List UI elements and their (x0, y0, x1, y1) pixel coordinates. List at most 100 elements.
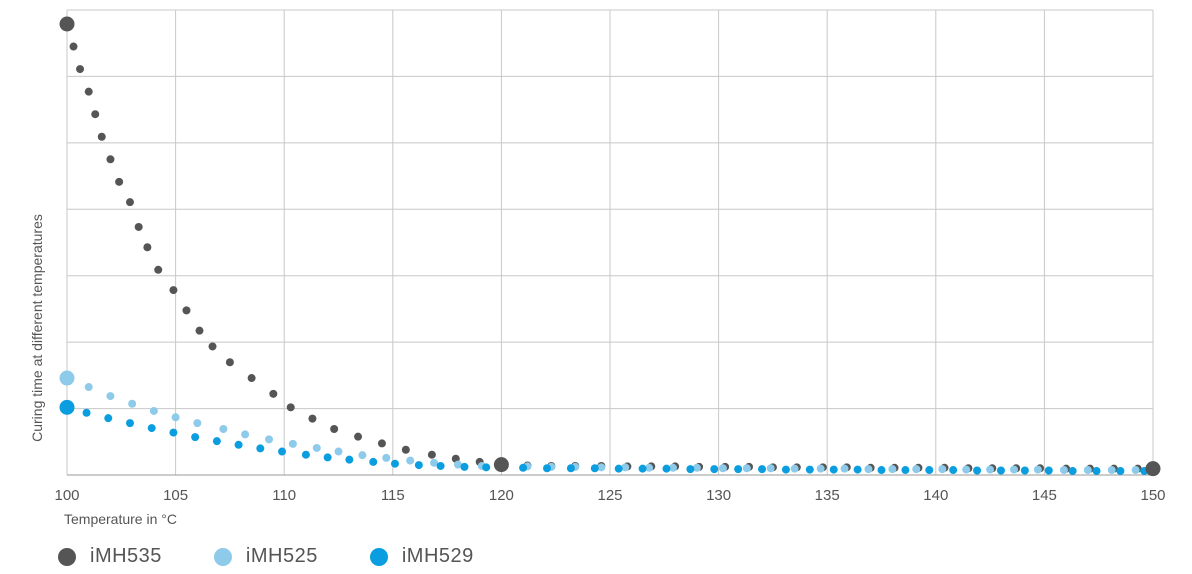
data-point (354, 432, 363, 441)
legend-swatch-imh535 (58, 547, 76, 566)
data-point (645, 463, 654, 472)
data-point (614, 464, 623, 473)
legend-label-imh535: iMH535 (90, 545, 162, 567)
x-tick-label: 145 (1032, 487, 1057, 504)
data-point (962, 465, 971, 474)
data-point (668, 463, 677, 472)
data-point (790, 464, 799, 473)
data-point (208, 342, 217, 351)
data-point (1044, 466, 1053, 475)
data-point (288, 439, 297, 448)
x-tick-label: 135 (815, 487, 840, 504)
data-point (877, 466, 886, 475)
data-point (369, 457, 378, 466)
data-point (301, 450, 310, 459)
data-point (829, 465, 838, 474)
chart-series (59, 16, 1161, 477)
data-point (597, 463, 606, 472)
data-point (888, 465, 897, 474)
data-point (453, 460, 462, 469)
data-point (692, 463, 701, 472)
data-point (390, 459, 399, 468)
x-tick-label: 110 (272, 487, 296, 504)
data-point (662, 464, 671, 473)
data-point (147, 424, 156, 433)
data-point (986, 465, 995, 474)
data-point (925, 466, 934, 475)
data-point (377, 439, 386, 448)
x-tick-label: 105 (163, 487, 188, 504)
data-point (816, 464, 825, 473)
data-point (718, 464, 727, 473)
data-point (853, 465, 862, 474)
data-point (149, 406, 158, 415)
data-point (219, 424, 228, 433)
data-point (323, 453, 332, 462)
data-point (840, 464, 849, 473)
data-point (241, 430, 250, 439)
data-point (84, 383, 93, 392)
data-point (134, 222, 143, 231)
data-point (104, 414, 113, 423)
y-axis-label: Curing time at different temperatures (29, 214, 45, 442)
data-point (864, 465, 873, 474)
data-point (69, 42, 78, 51)
x-tick-label: 100 (54, 487, 79, 504)
data-point (938, 465, 947, 474)
data-point (125, 198, 134, 207)
x-tick-label: 115 (381, 487, 405, 504)
data-point (482, 463, 491, 472)
data-point (191, 433, 200, 442)
legend-label-imh525: iMH525 (245, 545, 318, 567)
data-point (686, 465, 695, 474)
data-point (82, 408, 91, 417)
data-point (106, 392, 115, 401)
data-point (278, 447, 287, 456)
data-point (169, 286, 178, 295)
data-point (621, 463, 630, 472)
data-point (406, 456, 415, 465)
data-point (330, 424, 339, 433)
data-point (1107, 466, 1116, 475)
data-point (97, 132, 106, 141)
x-tick-label: 125 (597, 487, 622, 504)
data-point (1009, 465, 1018, 474)
data-point (638, 464, 647, 473)
data-point (1033, 465, 1042, 474)
data-point (193, 419, 202, 428)
legend-swatch-imh525 (213, 547, 232, 566)
data-point (781, 465, 790, 474)
data-point (401, 445, 410, 454)
x-tick-labels: 100 105 110 115 120 125 130 135 140 145 150 (54, 487, 1165, 504)
x-axis-label: Temperature in °C (64, 511, 177, 527)
data-point (286, 403, 295, 412)
data-point (734, 465, 743, 474)
data-point (758, 465, 767, 474)
data-point (225, 358, 234, 367)
data-point (269, 389, 278, 398)
legend-label-imh529: iMH529 (401, 545, 474, 567)
data-point (1020, 466, 1029, 475)
data-point (76, 65, 85, 74)
data-point (742, 464, 751, 473)
data-point (143, 243, 152, 252)
data-point (427, 450, 436, 459)
data-point (358, 451, 367, 460)
data-point (171, 413, 180, 422)
data-point (212, 437, 221, 446)
data-point (1092, 466, 1101, 475)
data-point (382, 453, 391, 462)
data-point (334, 447, 343, 456)
data-point (308, 414, 317, 423)
data-point (125, 419, 134, 428)
data-point (996, 466, 1005, 475)
data-point (169, 428, 178, 437)
data-point (1131, 466, 1140, 475)
data-point (590, 464, 599, 473)
data-point (901, 466, 910, 475)
x-tick-label: 120 (489, 487, 514, 504)
data-point (91, 110, 100, 119)
data-point (566, 464, 575, 473)
data-point (805, 465, 814, 474)
data-point (1083, 466, 1092, 475)
